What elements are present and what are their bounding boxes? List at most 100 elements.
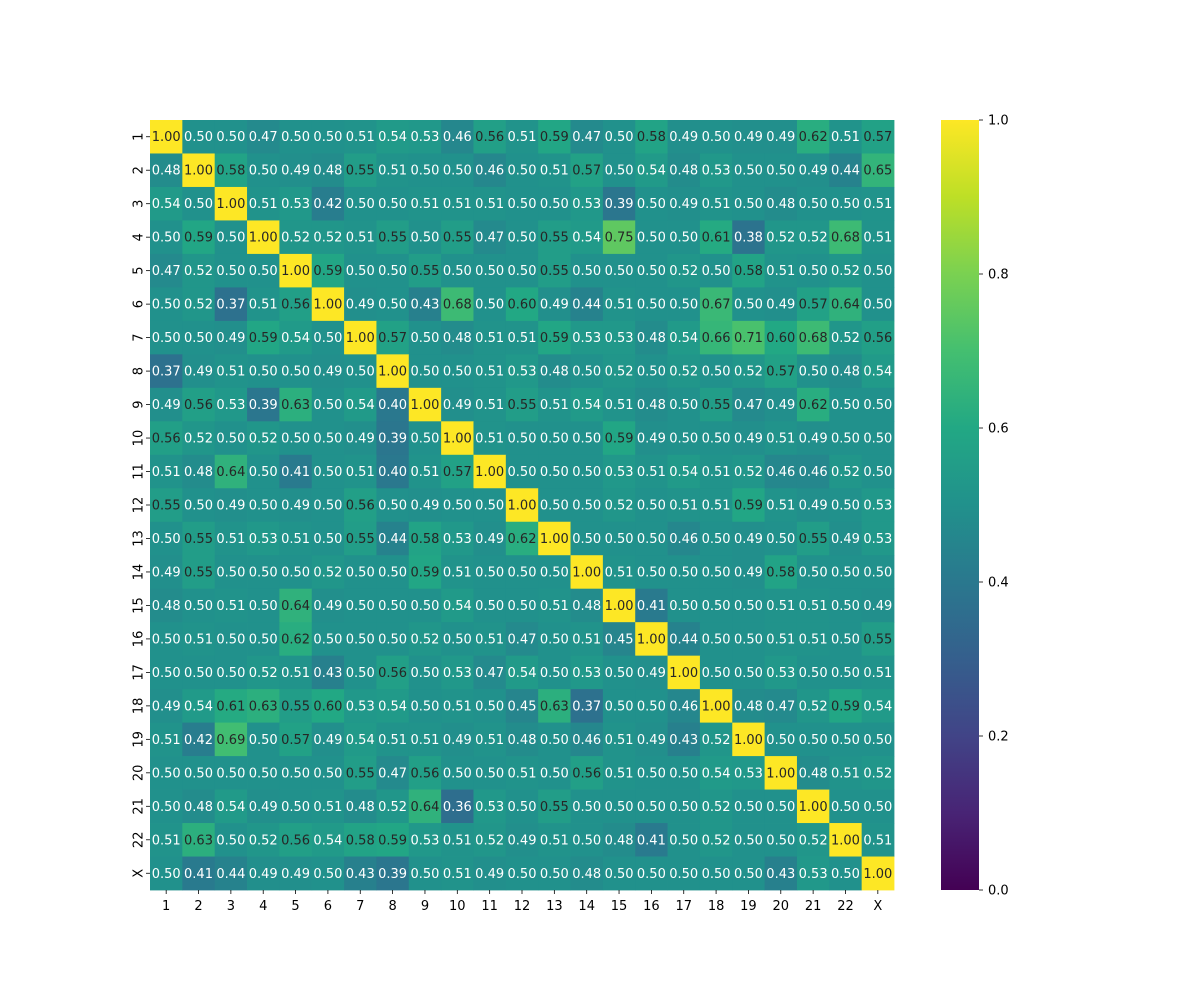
heatmap-cell <box>538 722 571 757</box>
cell-value-label: 0.44 <box>831 164 860 179</box>
cell-value-label: 0.48 <box>799 766 828 781</box>
cell-value-label: 0.68 <box>831 231 860 246</box>
cell-value-label: 0.51 <box>863 833 892 848</box>
heatmap-cell <box>376 588 410 623</box>
cell-value-label: 0.50 <box>281 432 310 447</box>
cell-value-label: 0.54 <box>346 398 375 413</box>
cell-value-label: 0.49 <box>313 365 342 380</box>
heatmap-cell <box>667 823 701 857</box>
heatmap-cell <box>602 488 636 523</box>
heatmap-cell <box>667 186 701 221</box>
heatmap-cell <box>602 655 636 690</box>
heatmap-cell <box>861 454 895 489</box>
heatmap-cell <box>344 488 377 523</box>
cell-value-label: 0.55 <box>410 264 439 279</box>
cell-value-label: 0.50 <box>216 231 245 246</box>
cell-value-label: 0.51 <box>831 130 860 145</box>
heatmap-cell <box>247 555 280 590</box>
cell-value-label: 0.50 <box>572 800 601 815</box>
heatmap-cell <box>505 454 539 489</box>
cell-value-label: 0.48 <box>346 800 375 815</box>
heatmap-cell <box>182 354 216 389</box>
heatmap-cells <box>150 120 895 891</box>
heatmap-cell <box>635 622 668 657</box>
x-tick-label: 10 <box>449 899 466 914</box>
heatmap-cell <box>732 287 766 322</box>
heatmap-cell <box>538 253 571 288</box>
heatmap-cell <box>861 521 895 556</box>
cell-value-label: 0.47 <box>475 231 504 246</box>
cell-value-label: 0.51 <box>281 666 310 681</box>
cell-value-label: 0.49 <box>734 565 763 580</box>
cell-value-label: 0.54 <box>702 766 731 781</box>
cell-value-label: 0.50 <box>605 699 634 714</box>
heatmap-cell <box>538 287 571 322</box>
cell-value-label: 0.48 <box>184 800 213 815</box>
cell-value-label: 0.51 <box>540 398 569 413</box>
cell-value-label: 0.48 <box>540 365 569 380</box>
cell-value-label: 0.47 <box>508 632 537 647</box>
cell-value-label: 0.50 <box>831 733 860 748</box>
cell-value-label: 0.52 <box>799 231 828 246</box>
heatmap-cell <box>279 521 313 556</box>
cell-value-label: 0.50 <box>249 465 278 480</box>
heatmap-cell <box>408 120 442 154</box>
cell-value-label: 0.50 <box>216 432 245 447</box>
cell-value-label: 0.40 <box>378 398 407 413</box>
cell-value-label: 0.41 <box>637 833 666 848</box>
cell-value-label: 0.49 <box>799 432 828 447</box>
cell-value-label: 0.50 <box>637 867 666 882</box>
cell-value-label: 0.49 <box>475 867 504 882</box>
heatmap-cell <box>570 521 604 556</box>
cell-value-label: 0.59 <box>249 331 278 346</box>
cell-value-label: 0.56 <box>281 833 310 848</box>
cell-value-label: 0.51 <box>605 298 634 313</box>
cell-value-label: 0.48 <box>605 833 634 848</box>
cell-value-label: 0.50 <box>637 197 666 212</box>
cell-value-label: 0.49 <box>346 298 375 313</box>
cell-value-label: 0.48 <box>831 365 860 380</box>
heatmap-cell <box>441 287 474 322</box>
heatmap-cell <box>861 186 895 221</box>
heatmap-cell <box>344 622 377 657</box>
heatmap-cell <box>538 153 571 188</box>
cell-value-label: 0.43 <box>346 867 375 882</box>
heatmap-cell <box>602 555 636 590</box>
heatmap-cell <box>570 655 604 690</box>
heatmap-cell <box>473 120 507 154</box>
cell-value-label: 0.50 <box>669 867 698 882</box>
cell-value-label: 0.50 <box>831 398 860 413</box>
cell-value-label: 0.53 <box>572 331 601 346</box>
cell-value-label: 0.49 <box>863 599 892 614</box>
heatmap-cell <box>441 320 474 355</box>
heatmap-cell <box>732 622 766 657</box>
heatmap-cell <box>344 588 377 623</box>
heatmap-cell <box>376 153 410 188</box>
heatmap-cell <box>602 521 636 556</box>
heatmap-cell <box>473 387 507 422</box>
cell-value-label: 0.50 <box>831 666 860 681</box>
heatmap-cell <box>279 655 313 690</box>
cell-value-label: 0.58 <box>410 532 439 547</box>
heatmap-cell <box>667 622 701 657</box>
cell-value-label: 0.62 <box>799 398 828 413</box>
heatmap-cell <box>376 488 410 523</box>
heatmap-cell <box>570 823 604 857</box>
heatmap-cell <box>505 756 539 790</box>
cell-value-label: 0.47 <box>152 264 181 279</box>
heatmap-cell <box>214 756 248 790</box>
cell-value-label: 0.49 <box>475 532 504 547</box>
cell-value-label: 0.52 <box>702 833 731 848</box>
cell-value-label: 0.50 <box>702 867 731 882</box>
heatmap-cell <box>570 421 604 456</box>
cell-value-label: 0.50 <box>346 666 375 681</box>
heatmap-cell <box>311 488 345 523</box>
heatmap-cell <box>635 722 668 757</box>
cell-value-label: 1.00 <box>799 800 828 815</box>
cell-value-label: 0.50 <box>184 599 213 614</box>
heatmap-cell <box>376 756 410 790</box>
heatmap-cell <box>376 789 410 824</box>
heatmap-cell <box>764 220 798 255</box>
colorbar-gradient <box>941 120 979 890</box>
